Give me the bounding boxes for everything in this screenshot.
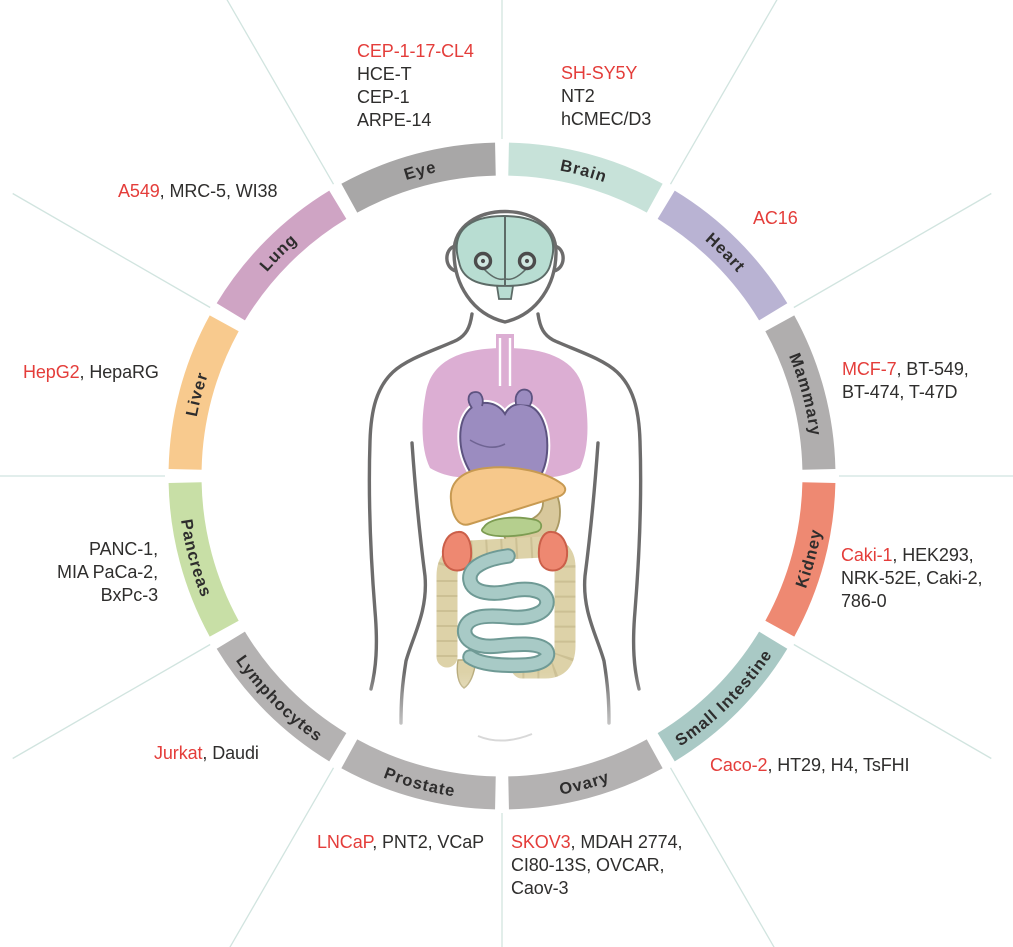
cell-line-highlight: SKOV3 [511, 832, 571, 852]
cells-label-liver: HepG2, HepaRG [23, 361, 159, 384]
cells-label-pancreas: PANC-1, MIA PaCa-2, BxPc-3 [18, 538, 158, 607]
divider-line [669, 767, 775, 947]
cell-line-highlight: CEP-1-17-CL4 [357, 41, 474, 61]
cells-label-mammary: MCF-7, BT-549, BT-474, T-47D [842, 358, 969, 404]
cell-line-highlight: Caco-2 [710, 755, 768, 775]
cells-label-kidney: Caki-1, HEK293, NRK-52E, Caki-2, 786-0 [841, 544, 983, 613]
ring-segment-kidney [765, 482, 836, 637]
ring-label-small-intestine: Small Intestine [672, 646, 776, 750]
ring-segment-heart [657, 190, 788, 321]
cells-label-eye: CEP-1-17-CL4 HCE-T CEP-1 ARPE-14 [357, 40, 474, 132]
cell-line-text: , HT29, H4, TsFHI [767, 755, 910, 775]
cell-line-highlight: AC16 [753, 208, 798, 228]
cell-line-highlight: SH-SY5Y [561, 63, 638, 83]
ring-segment-prostate [341, 739, 496, 810]
cell-line-text: CI80-13S, OVCAR, [511, 855, 665, 875]
ring-segment-small-intestine [657, 631, 788, 762]
cell-line-text: Caov-3 [511, 878, 569, 898]
kidneys-illustration [441, 530, 569, 572]
ring-label-lymphocytes: Lymphocytes [232, 652, 326, 746]
cells-label-prostate: LNCaP, PNT2, VCaP [317, 831, 484, 854]
cell-line-text: , MRC-5, WI38 [159, 181, 278, 201]
cell-line-text: hCMEC/D3 [561, 109, 652, 129]
ring-segment-liver [168, 315, 239, 470]
divider-line [12, 192, 211, 309]
cell-line-text: HCE-T [357, 64, 412, 84]
liver-illustration [449, 466, 567, 526]
cells-label-small-intestine: Caco-2, HT29, H4, TsFHI [710, 754, 910, 777]
divider-line [793, 192, 992, 309]
cell-line-text: CEP-1 [357, 87, 410, 107]
cell-line-text: BT-474, T-47D [842, 382, 958, 402]
ring-segment-ovary [508, 739, 663, 810]
ring-segment-lymphocytes [216, 631, 347, 762]
cell-line-highlight: Jurkat [154, 743, 203, 763]
brain-illustration [455, 214, 555, 300]
groin-line [477, 733, 533, 742]
ring-segment-mammary [765, 315, 836, 470]
cell-line-text: , BT-549, [896, 359, 969, 379]
cell-line-text: 786-0 [841, 591, 887, 611]
head-outline [452, 209, 558, 324]
cell-line-text: , HepaRG [79, 362, 159, 382]
cell-line-text: BxPc-3 [100, 585, 159, 605]
divider-line [12, 643, 211, 760]
divider-line [793, 643, 992, 760]
cell-line-highlight: Caki-1 [841, 545, 893, 565]
ring-segment-lung [216, 190, 347, 321]
cell-line-text: , Daudi [202, 743, 259, 763]
small-intestine-illustration [456, 548, 556, 674]
cell-line-text: MIA PaCa-2, [57, 562, 158, 582]
cell-line-highlight: MCF-7 [842, 359, 897, 379]
right-ear [552, 244, 565, 273]
ring-segment-pancreas [168, 482, 239, 637]
cell-line-text: , PNT2, VCaP [372, 832, 485, 852]
cell-line-text: ARPE-14 [357, 110, 432, 130]
cell-line-text: , HEK293, [892, 545, 974, 565]
cell-line-highlight: LNCaP [317, 832, 373, 852]
cells-label-brain: SH-SY5Y NT2 hCMEC/D3 [561, 62, 651, 131]
cell-line-text: NT2 [561, 86, 595, 106]
ring-segment-eye [341, 142, 496, 213]
cell-line-highlight: A549 [118, 181, 160, 201]
left-ear [445, 244, 458, 273]
pancreas-illustration [480, 516, 543, 538]
cells-label-lung: A549, MRC-5, WI38 [118, 180, 277, 203]
cell-line-text: NRK-52E, Caki-2, [841, 568, 983, 588]
cell-line-text: PANC-1, [89, 539, 158, 559]
divider-line [229, 767, 335, 947]
cell-line-highlight: HepG2 [23, 362, 80, 382]
ring-segment-brain [508, 142, 663, 213]
divider-line [669, 0, 778, 185]
cells-label-ovary: SKOV3, MDAH 2774, CI80-13S, OVCAR, Caov-… [511, 831, 682, 900]
cells-label-heart: AC16 [753, 207, 798, 230]
cell-line-text: , MDAH 2774, [570, 832, 683, 852]
cells-label-lymphocytes: Jurkat, Daudi [154, 742, 259, 765]
divider-line [226, 0, 335, 185]
human-body-illustration [360, 209, 652, 760]
